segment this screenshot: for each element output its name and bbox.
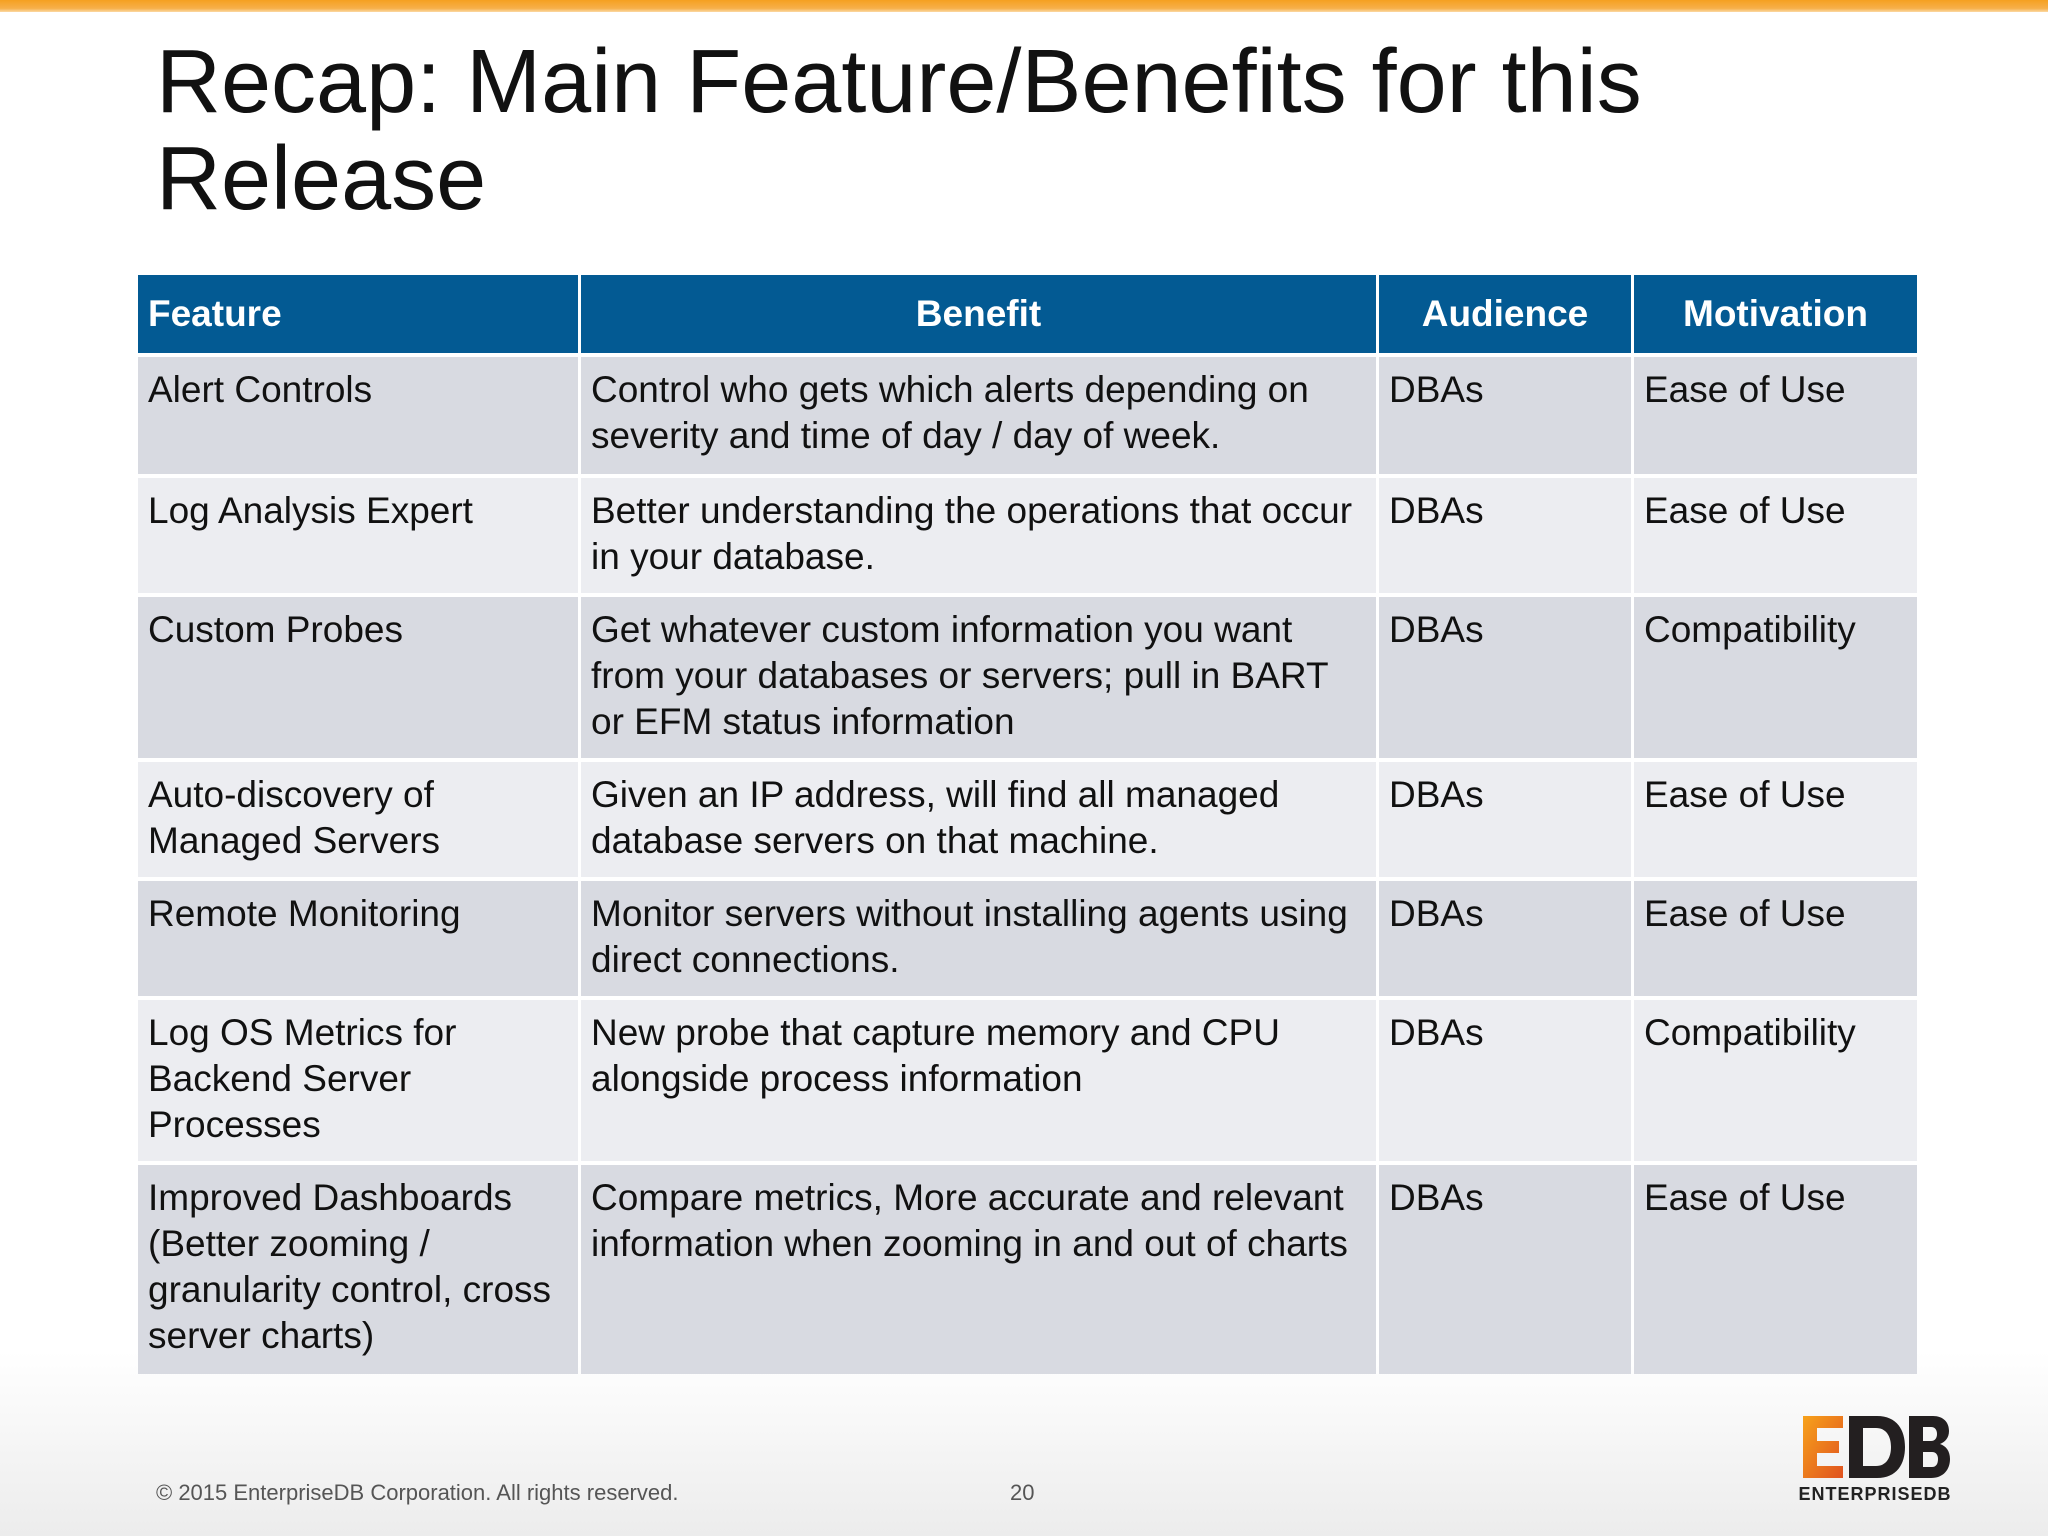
table-row: Alert Controls Control who gets which al…	[138, 357, 1917, 474]
table-header-row: Feature Benefit Audience Motivation	[138, 275, 1917, 353]
benefit-cell: New probe that capture memory and CPU al…	[581, 1000, 1376, 1161]
audience-cell: DBAs	[1379, 1000, 1631, 1161]
benefit-cell: Given an IP address, will find all manag…	[581, 762, 1376, 877]
table-row: Log OS Metrics for Backend Server Proces…	[138, 1000, 1917, 1161]
motivation-cell: Compatibility	[1634, 1000, 1917, 1161]
motivation-cell: Ease of Use	[1634, 478, 1917, 593]
audience-cell: DBAs	[1379, 1165, 1631, 1374]
logo-wordmark: ENTERPRISEDB	[1798, 1484, 1952, 1504]
table-row: Auto-discovery of Managed Servers Given …	[138, 762, 1917, 877]
column-header-feature: Feature	[138, 275, 578, 353]
column-header-motivation: Motivation	[1634, 275, 1917, 353]
slide-title: Recap: Main Feature/Benefits for this Re…	[156, 32, 1642, 229]
feature-cell: Improved Dashboards (Better zooming / gr…	[138, 1165, 578, 1374]
feature-cell: Log OS Metrics for Backend Server Proces…	[138, 1000, 578, 1161]
audience-cell: DBAs	[1379, 881, 1631, 996]
motivation-cell: Ease of Use	[1634, 357, 1917, 474]
feature-cell: Log Analysis Expert	[138, 478, 578, 593]
feature-cell: Remote Monitoring	[138, 881, 578, 996]
motivation-cell: Ease of Use	[1634, 881, 1917, 996]
audience-cell: DBAs	[1379, 357, 1631, 474]
benefit-cell: Compare metrics, More accurate and relev…	[581, 1165, 1376, 1374]
benefit-cell: Better understanding the operations that…	[581, 478, 1376, 593]
column-header-audience: Audience	[1379, 275, 1631, 353]
motivation-cell: Ease of Use	[1634, 1165, 1917, 1374]
audience-cell: DBAs	[1379, 597, 1631, 758]
table-row: Improved Dashboards (Better zooming / gr…	[138, 1165, 1917, 1374]
top-accent-bar	[0, 0, 2048, 12]
feature-cell: Alert Controls	[138, 357, 578, 474]
edb-logo: ENTERPRISEDB	[1795, 1412, 1955, 1508]
page-number: 20	[1010, 1480, 1035, 1505]
feature-table: Feature Benefit Audience Motivation Aler…	[135, 271, 1920, 1378]
audience-cell: DBAs	[1379, 762, 1631, 877]
benefit-cell: Monitor servers without installing agent…	[581, 881, 1376, 996]
motivation-cell: Ease of Use	[1634, 762, 1917, 877]
edb-logo-mark	[1803, 1416, 1950, 1478]
feature-cell: Auto-discovery of Managed Servers	[138, 762, 578, 877]
table-row: Custom Probes Get whatever custom inform…	[138, 597, 1917, 758]
feature-cell: Custom Probes	[138, 597, 578, 758]
benefit-cell: Get whatever custom information you want…	[581, 597, 1376, 758]
table-row: Remote Monitoring Monitor servers withou…	[138, 881, 1917, 996]
motivation-cell: Compatibility	[1634, 597, 1917, 758]
table-row: Log Analysis Expert Better understanding…	[138, 478, 1917, 593]
benefit-cell: Control who gets which alerts depending …	[581, 357, 1376, 474]
audience-cell: DBAs	[1379, 478, 1631, 593]
column-header-benefit: Benefit	[581, 275, 1376, 353]
copyright-text: © 2015 EnterpriseDB Corporation. All rig…	[156, 1480, 679, 1505]
